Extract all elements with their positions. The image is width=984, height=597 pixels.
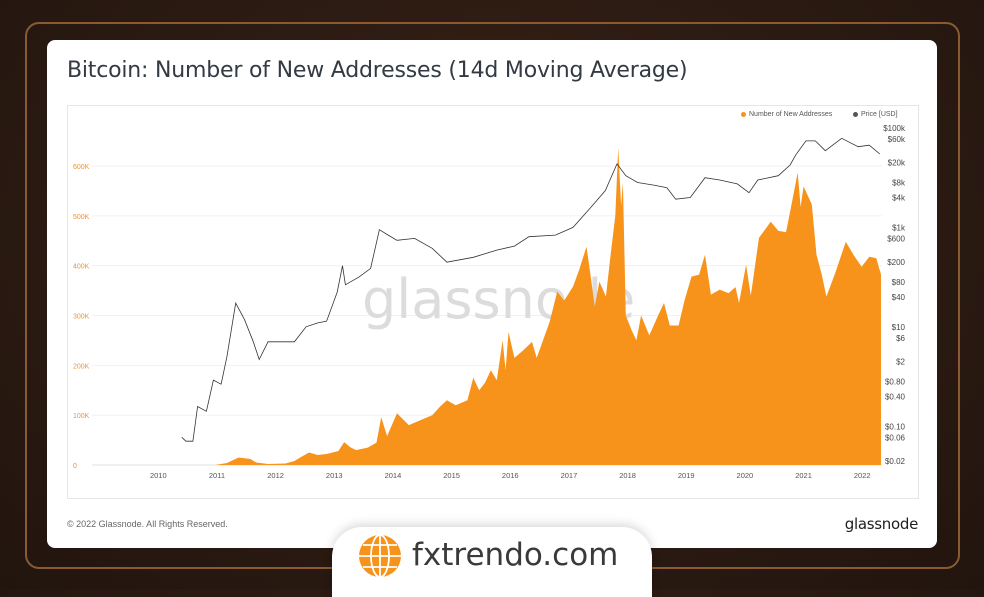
right-axis-tick: $0.02 [885, 457, 906, 466]
globe-icon [359, 534, 401, 578]
left-axis-tick: 0 [73, 463, 77, 470]
legend-label: Number of New Addresses [749, 111, 833, 118]
x-axis-tick: 2016 [502, 471, 519, 480]
price-line [181, 137, 881, 442]
right-axis-tick: $2 [896, 358, 905, 367]
left-axis-tick: 200K [73, 363, 90, 370]
x-axis-tick: 2015 [443, 471, 460, 480]
right-axis-tick: $0.80 [885, 377, 906, 386]
chart-area-border [67, 105, 919, 499]
left-axis-tick: 500K [73, 214, 90, 221]
x-axis-tick: 2021 [795, 471, 812, 480]
left-axis-tick: 300K [73, 314, 90, 321]
left-axis-tick: 100K [73, 413, 90, 420]
right-axis-tick: $10 [892, 323, 906, 332]
x-axis-tick: 2022 [854, 471, 871, 480]
x-axis-tick: 2012 [267, 471, 284, 480]
legend-dot-orange [741, 112, 746, 117]
new-addresses-area [215, 147, 882, 465]
right-axis-tick: $0.06 [885, 433, 906, 442]
legend-dot-gray [853, 112, 858, 117]
legend-price[interactable]: Price [USD] [853, 111, 898, 118]
right-axis-tick: $20k [888, 159, 906, 168]
legend-label: Price [USD] [861, 111, 898, 118]
x-axis-tick: 2013 [326, 471, 343, 480]
right-axis-tick: $200 [887, 258, 905, 267]
right-axis-tick: $100k [883, 124, 906, 133]
x-axis-tick: 2020 [737, 471, 754, 480]
fxtrendo-text: fxtrendo.com [412, 537, 619, 573]
right-axis-tick: $60k [888, 135, 906, 144]
axis-ticks: 0 100K 200K 300K 400K 500K 600K $100k $60k $20k $8… [73, 124, 906, 480]
legend-addresses[interactable]: Number of New Addresses [741, 111, 832, 118]
x-axis-tick: 2010 [150, 471, 167, 480]
x-axis-tick: 2018 [619, 471, 636, 480]
glassnode-logo: glassnode [844, 515, 919, 533]
left-axis-tick: 600K [73, 164, 90, 171]
x-axis-tick: 2019 [678, 471, 695, 480]
right-axis-tick: $6 [896, 334, 905, 343]
right-axis-tick: $0.40 [885, 392, 906, 401]
left-axis-tick: 400K [73, 264, 90, 271]
right-axis-tick: $8k [892, 179, 906, 188]
copyright: © 2022 Glassnode. All Rights Reserved. [67, 519, 228, 529]
right-axis-tick: $80 [892, 278, 906, 287]
right-axis-tick: $1k [892, 223, 906, 232]
right-axis-tick: $4k [892, 193, 906, 202]
fxtrendo-badge: fxtrendo.com [332, 527, 652, 597]
x-axis-tick: 2011 [209, 471, 225, 480]
x-axis-tick: 2014 [385, 471, 402, 480]
right-axis-tick: $600 [887, 234, 905, 243]
x-axis-tick: 2017 [561, 471, 578, 480]
right-axis-tick: $0.10 [885, 422, 906, 431]
chart-title: Bitcoin: Number of New Addresses (14d Mo… [67, 58, 688, 83]
right-axis-tick: $40 [892, 293, 906, 302]
